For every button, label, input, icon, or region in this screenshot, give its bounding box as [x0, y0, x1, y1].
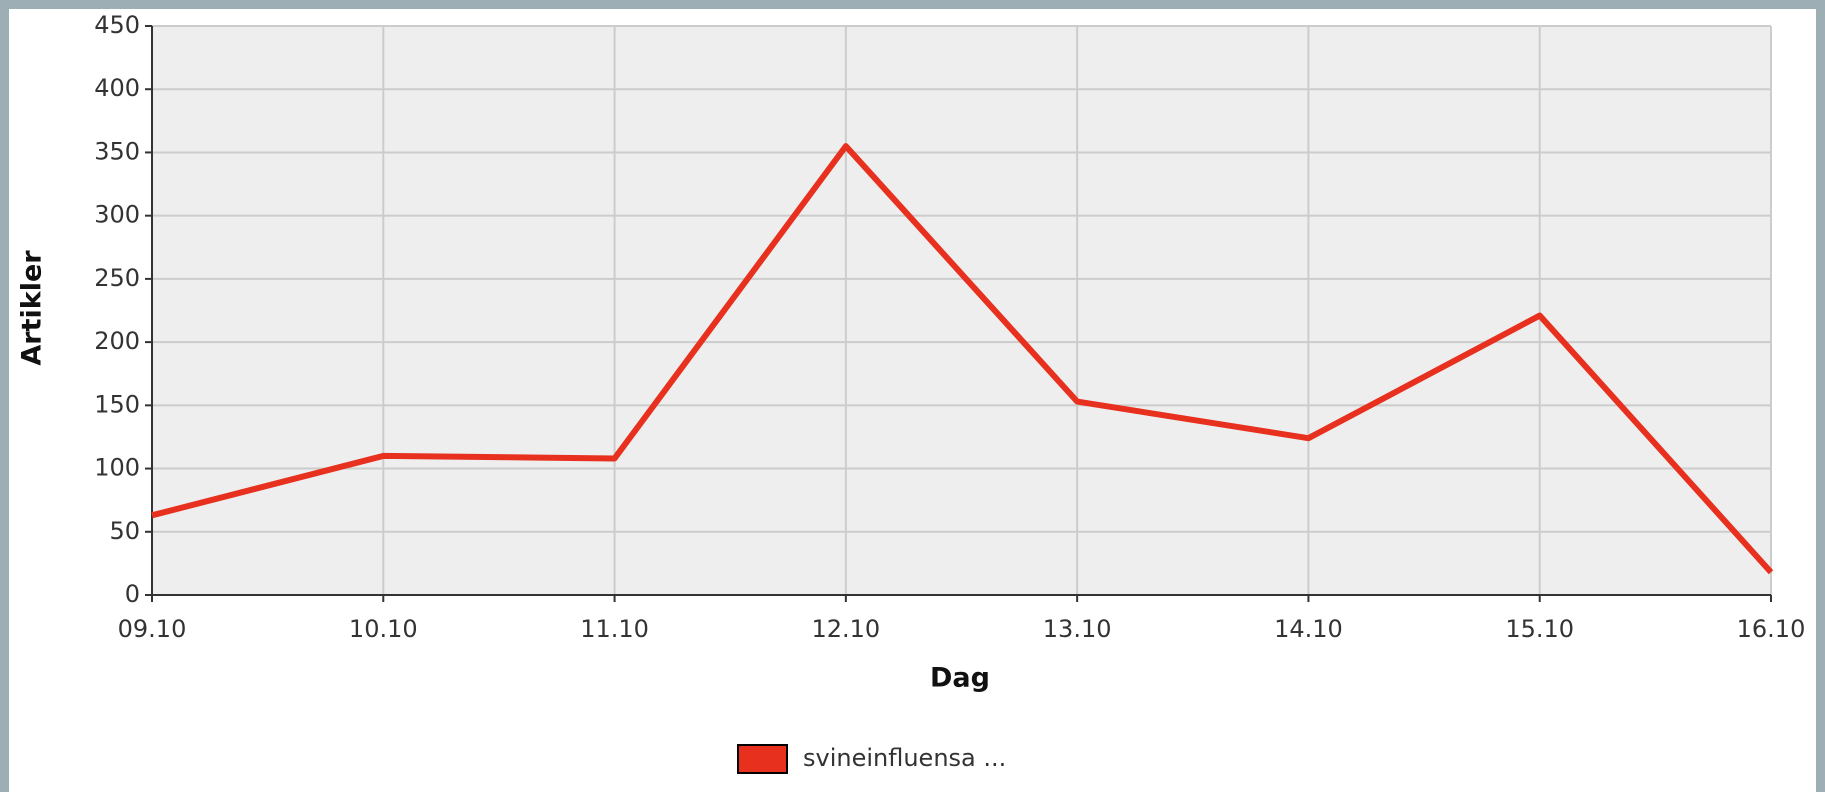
y-tick-label: 100: [94, 454, 140, 482]
x-tick-label: 10.10: [349, 615, 418, 643]
x-tick-label: 15.10: [1505, 615, 1574, 643]
x-tick-label: 11.10: [580, 615, 649, 643]
y-tick-label: 200: [94, 327, 140, 355]
y-axis-title: Artikler: [17, 250, 48, 366]
y-tick-label: 250: [94, 264, 140, 292]
y-tick-label: 150: [94, 390, 140, 418]
plot-area: [152, 26, 1771, 595]
x-tick-label: 16.10: [1737, 615, 1806, 643]
x-axis-title: Dag: [930, 663, 990, 694]
x-tick-label: 14.10: [1274, 615, 1343, 643]
legend-label: svineinfluensa ...: [803, 744, 1006, 772]
x-tick-label: 12.10: [811, 615, 880, 643]
y-tick-label: 450: [94, 11, 140, 39]
y-tick-label: 0: [125, 580, 140, 608]
legend-swatch: [737, 744, 788, 774]
data-line: [151, 143, 1774, 575]
y-tick-label: 400: [94, 74, 140, 102]
y-tick-label: 350: [94, 137, 140, 165]
y-tick-label: 300: [94, 201, 140, 229]
y-tick-label: 50: [109, 517, 140, 545]
x-tick-label: 13.10: [1043, 615, 1112, 643]
x-tick-label: 09.10: [118, 615, 187, 643]
